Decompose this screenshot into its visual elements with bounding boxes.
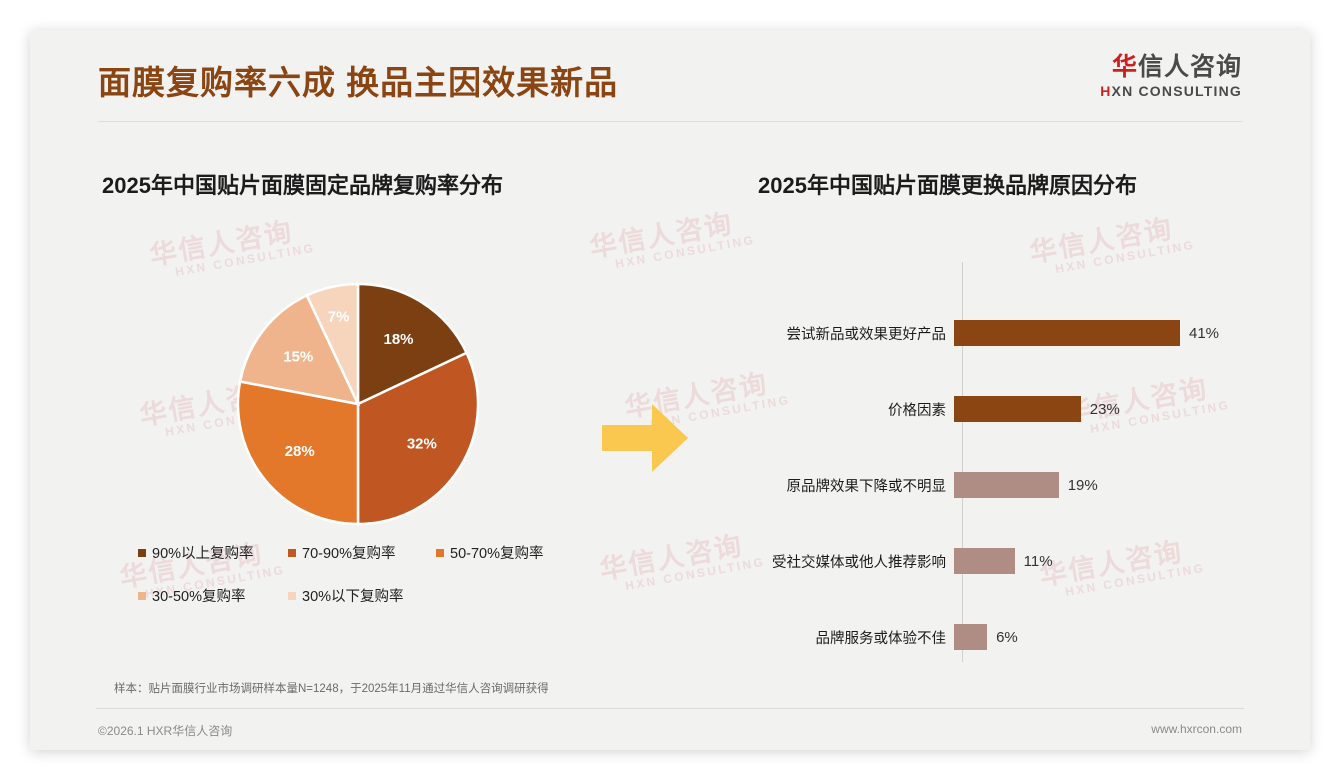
legend-row: 30-50%复购率 30%以下复购率 xyxy=(138,585,578,606)
legend-label-3: 30-50%复购率 xyxy=(152,589,246,605)
logo-en-accent: H xyxy=(1100,83,1112,100)
logo-english: HXN CONSULTING xyxy=(1100,83,1242,99)
bar-track-2: 19% xyxy=(954,468,1250,502)
legend-swatch-0 xyxy=(138,548,146,557)
legend-item-4[interactable]: 30%以下复购率 xyxy=(288,585,404,606)
pie-slice-0[interactable] xyxy=(356,282,469,406)
bar-value-label-0: 41% xyxy=(1189,324,1220,342)
copyright-text: ©2026.1 HXR华信人咨询 xyxy=(98,724,233,738)
bar-value-label-1: 23% xyxy=(1089,400,1120,418)
legend-label-1: 70-90%复购率 xyxy=(302,546,396,562)
pie-value-label-3: 15% xyxy=(283,349,313,366)
right-chart-title: 2025年中国贴片面膜更换品牌原因分布 xyxy=(758,173,1137,198)
bar-track-1: 23% xyxy=(954,392,1250,426)
legend-swatch-4 xyxy=(288,591,296,600)
right-arrow-icon xyxy=(600,398,690,483)
bar-row-1: 价格因素 23% xyxy=(730,392,1250,426)
bar-track-4: 6% xyxy=(954,620,1250,654)
pie-label-group: 18% 32% 28% 15% 7% xyxy=(283,308,437,460)
pie-slice-group xyxy=(236,282,480,526)
bar-fill-0[interactable] xyxy=(954,320,1180,346)
page-title: 面膜复购率六成 换品主因效果新品 xyxy=(98,64,619,101)
bar-value-label-3: 11% xyxy=(1023,552,1053,570)
header-divider xyxy=(98,121,1242,122)
bar-row-4: 品牌服务或体验不佳 6% xyxy=(730,620,1250,654)
company-logo: 华信人咨询 HXN CONSULTING xyxy=(1100,54,1242,99)
website-url[interactable]: www.hxrcon.com xyxy=(1151,722,1242,736)
pie-value-label-0: 18% xyxy=(383,331,413,348)
bar-category-label-3: 受社交媒体或他人推荐影响 xyxy=(772,554,946,571)
slide-content: 2025年中国贴片面膜固定品牌复购率分布 2025年中国贴片面膜更换品牌原因分布… xyxy=(30,30,1310,750)
legend-swatch-2 xyxy=(436,548,444,557)
pie-svg: 18% 32% 28% 15% 7% xyxy=(236,282,480,526)
bar-category-label-4: 品牌服务或体验不佳 xyxy=(815,630,947,647)
left-chart-title: 2025年中国贴片面膜固定品牌复购率分布 xyxy=(102,173,503,198)
bar-fill-1[interactable] xyxy=(954,396,1081,422)
legend-label-4: 30%以下复购率 xyxy=(302,589,404,605)
bar-value-label-4: 6% xyxy=(996,628,1018,646)
legend-item-0[interactable]: 90%以上复购率 xyxy=(138,542,288,563)
bar-row-2: 原品牌效果下降或不明显 19% xyxy=(730,468,1250,502)
bar-row-3: 受社交媒体或他人推荐影响 11% xyxy=(730,544,1250,578)
logo-en-rest: XN CONSULTING xyxy=(1111,83,1242,100)
footer-divider xyxy=(96,708,1244,709)
legend-row: 90%以上复购率 70-90%复购率 50-70%复购率 xyxy=(138,542,578,563)
pie-value-label-4: 7% xyxy=(328,308,350,325)
pie-value-label-2: 28% xyxy=(285,443,315,460)
pie-slice-1[interactable] xyxy=(356,351,480,526)
bar-value-label-2: 19% xyxy=(1067,476,1098,494)
pie-slice-4[interactable] xyxy=(305,282,360,405)
pie-slice-2[interactable] xyxy=(236,380,360,526)
bar-fill-3[interactable] xyxy=(954,548,1015,574)
pie-legend: 90%以上复购率 70-90%复购率 50-70%复购率 30-50%复购率 xyxy=(138,542,578,628)
legend-label-2: 50-70%复购率 xyxy=(450,546,544,562)
legend-item-3[interactable]: 30-50%复购率 xyxy=(138,585,288,606)
repurchase-rate-pie-chart: 18% 32% 28% 15% 7% xyxy=(220,262,520,552)
logo-cn-accent: 华 xyxy=(1111,53,1138,81)
legend-swatch-3 xyxy=(138,591,146,600)
bar-track-0: 41% xyxy=(954,316,1250,350)
legend-label-0: 90%以上复购率 xyxy=(152,546,254,562)
logo-cn-rest: 信人咨询 xyxy=(1137,53,1242,81)
bar-category-label-1: 价格因素 xyxy=(888,402,946,419)
arrow-svg xyxy=(602,404,688,472)
pie-slice-3[interactable] xyxy=(238,293,361,406)
bar-fill-4[interactable] xyxy=(954,624,988,650)
logo-chinese: 华信人咨询 xyxy=(1100,54,1242,80)
bar-category-label-2: 原品牌效果下降或不明显 xyxy=(786,478,947,495)
legend-item-2[interactable]: 50-70%复购率 xyxy=(436,542,543,563)
bar-row-0: 尝试新品或效果更好产品 41% xyxy=(730,316,1250,350)
slide-header: 面膜复购率六成 换品主因效果新品 华信人咨询 HXN CONSULTING xyxy=(30,30,1310,122)
bar-track-3: 11% xyxy=(954,544,1250,578)
source-footnote: 样本：贴片面膜行业市场调研样本量N=1248，于2025年11月通过华信人咨询调… xyxy=(114,683,549,695)
switch-reason-bar-chart: 尝试新品或效果更好产品 41% 价格因素 23% 原品牌效果下降或不明显 19% 受社交媒体… xyxy=(730,262,1250,662)
slide-panel: 华信人咨询 HXN CONSULTING 华信人咨询 HXN CONSULTIN… xyxy=(30,30,1310,750)
bar-category-label-0: 尝试新品或效果更好产品 xyxy=(786,326,947,343)
slide-footer: ©2026.1 HXR华信人咨询 www.hxrcon.com xyxy=(30,716,1310,750)
legend-swatch-1 xyxy=(288,548,296,557)
bar-chart-axis xyxy=(962,262,963,662)
legend-item-1[interactable]: 70-90%复购率 xyxy=(288,542,436,563)
pie-value-label-1: 32% xyxy=(407,435,437,452)
bar-fill-2[interactable] xyxy=(954,472,1059,498)
